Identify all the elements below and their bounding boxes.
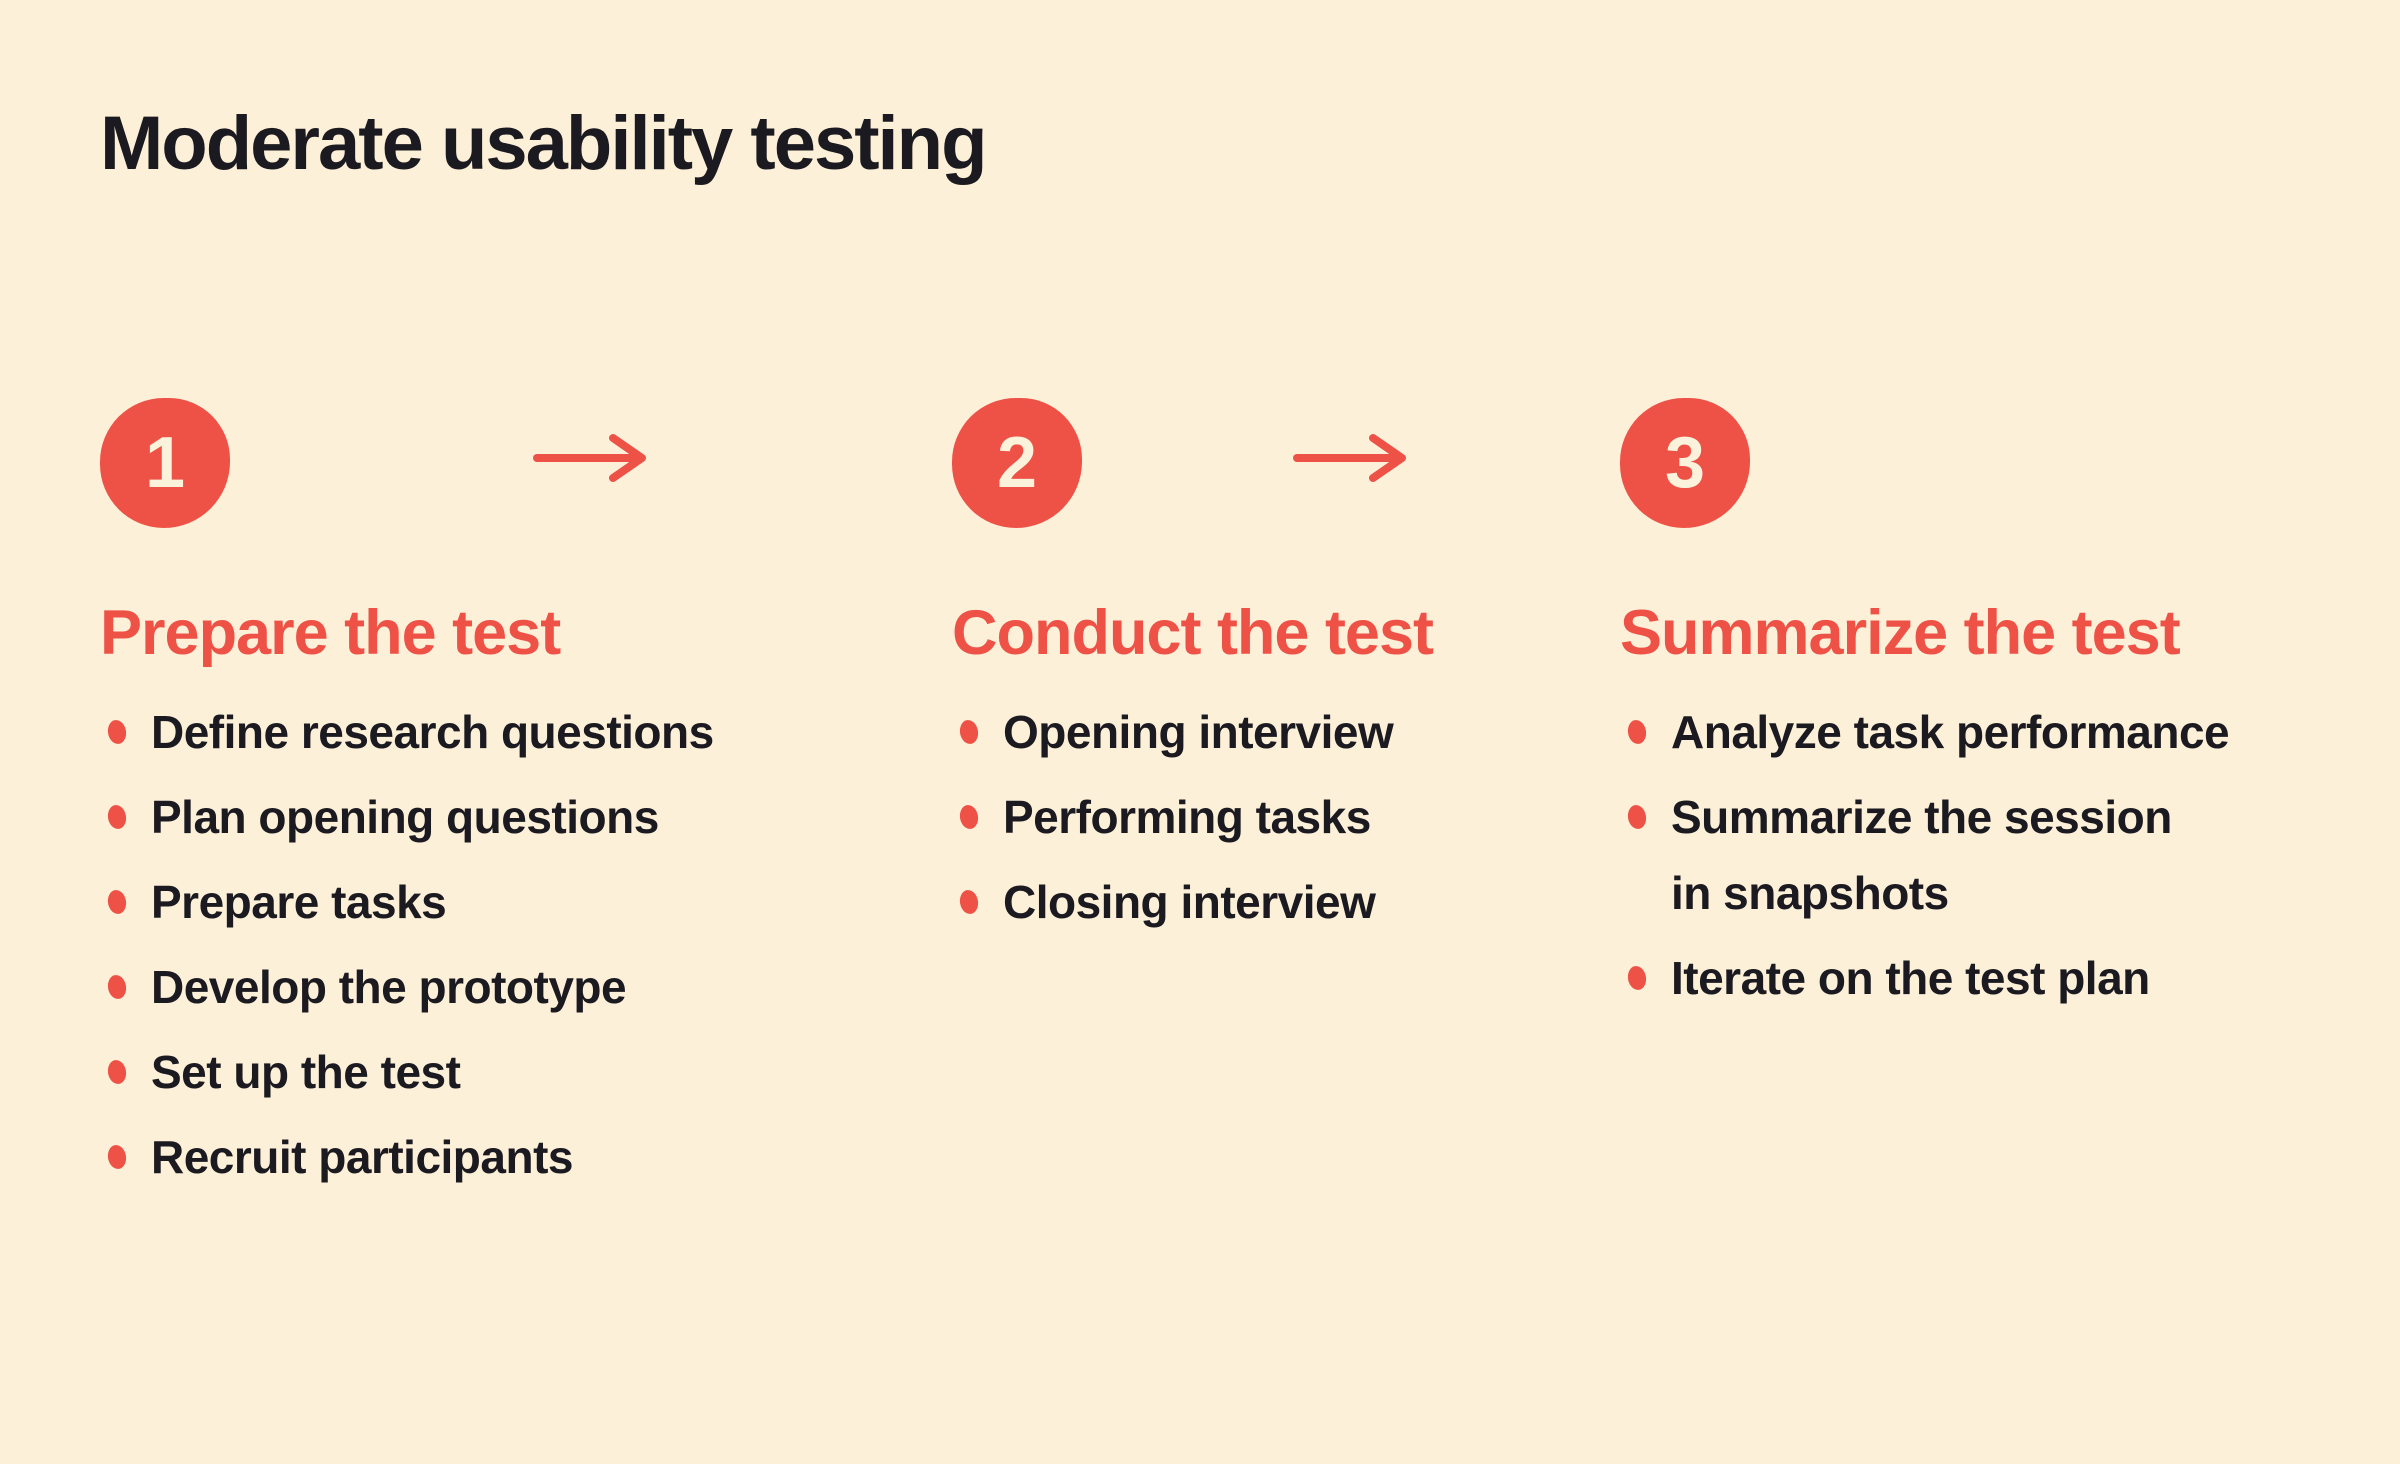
step-number-badge: 2 <box>952 398 1082 528</box>
bullet-dot-icon <box>958 888 980 916</box>
step-heading: Prepare the test <box>100 598 561 668</box>
step-number: 3 <box>1664 423 1706 503</box>
list-item: Analyze task performance <box>1620 694 2400 770</box>
bullet-dot-icon <box>106 888 128 916</box>
bullet-dot-icon <box>106 803 128 831</box>
bullet-dot-icon <box>1626 803 1648 831</box>
bullet-dot-icon <box>106 973 128 1001</box>
list-item: Iterate on the test plan <box>1620 940 2400 1016</box>
arrow-right-icon <box>533 434 646 482</box>
list-item-text: Set up the test <box>151 1046 461 1098</box>
step-list: Opening interview Performing tasks Closi… <box>952 694 1602 940</box>
list-item-text: Closing interview <box>1003 876 1376 928</box>
bullet-dot-icon <box>106 1058 128 1086</box>
list-item-text: Analyze task performance <box>1671 706 2230 758</box>
list-item-text: Performing tasks <box>1003 791 1371 843</box>
list-item-text: Plan opening questions <box>151 791 659 843</box>
bullet-dot-icon <box>958 718 980 746</box>
list-item-text: Prepare tasks <box>151 876 447 928</box>
step-list: Define research questions Plan opening q… <box>100 694 940 1195</box>
step-heading: Summarize the test <box>1620 598 2181 668</box>
list-item-text: Iterate on the test plan <box>1671 952 2150 1004</box>
list-item: Closing interview <box>952 864 1602 940</box>
list-item: Define research questions <box>100 694 940 770</box>
list-item: Develop the prototype <box>100 949 940 1025</box>
list-item-text: Summarize the session in snapshots <box>1671 791 2172 919</box>
step-number-badge: 3 <box>1620 398 1750 528</box>
list-item-text: Define research questions <box>151 706 714 758</box>
list-item: Summarize the session in snapshots <box>1620 779 2400 931</box>
list-item: Recruit participants <box>100 1119 940 1195</box>
list-item-text: Opening interview <box>1003 706 1394 758</box>
bullet-dot-icon <box>1626 718 1648 746</box>
bullet-dot-icon <box>106 1143 128 1171</box>
step-number: 1 <box>144 423 186 503</box>
list-item: Plan opening questions <box>100 779 940 855</box>
list-item: Set up the test <box>100 1034 940 1110</box>
step-column-summarize: 3 Summarize the test Analyze task perfor… <box>1620 398 2400 1025</box>
list-item: Opening interview <box>952 694 1602 770</box>
step-column-conduct: 2 Conduct the test Opening interview Per… <box>952 398 1602 949</box>
bullet-dot-icon <box>1626 964 1648 992</box>
list-item-text: Recruit participants <box>151 1131 574 1183</box>
step-heading: Conduct the test <box>952 598 1434 668</box>
bullet-dot-icon <box>958 803 980 831</box>
list-item-text: Develop the prototype <box>151 961 627 1013</box>
bullet-dot-icon <box>106 718 128 746</box>
page-title: Moderate usability testing <box>100 101 987 186</box>
step-list: Analyze task performance Summarize the s… <box>1620 694 2400 1016</box>
step-number: 2 <box>996 423 1038 503</box>
step-column-prepare: 1 Prepare the test Define research quest… <box>100 398 940 1204</box>
list-item: Prepare tasks <box>100 864 940 940</box>
list-item: Performing tasks <box>952 779 1602 855</box>
step-number-badge: 1 <box>100 398 230 528</box>
arrow-right-icon <box>1293 434 1406 482</box>
